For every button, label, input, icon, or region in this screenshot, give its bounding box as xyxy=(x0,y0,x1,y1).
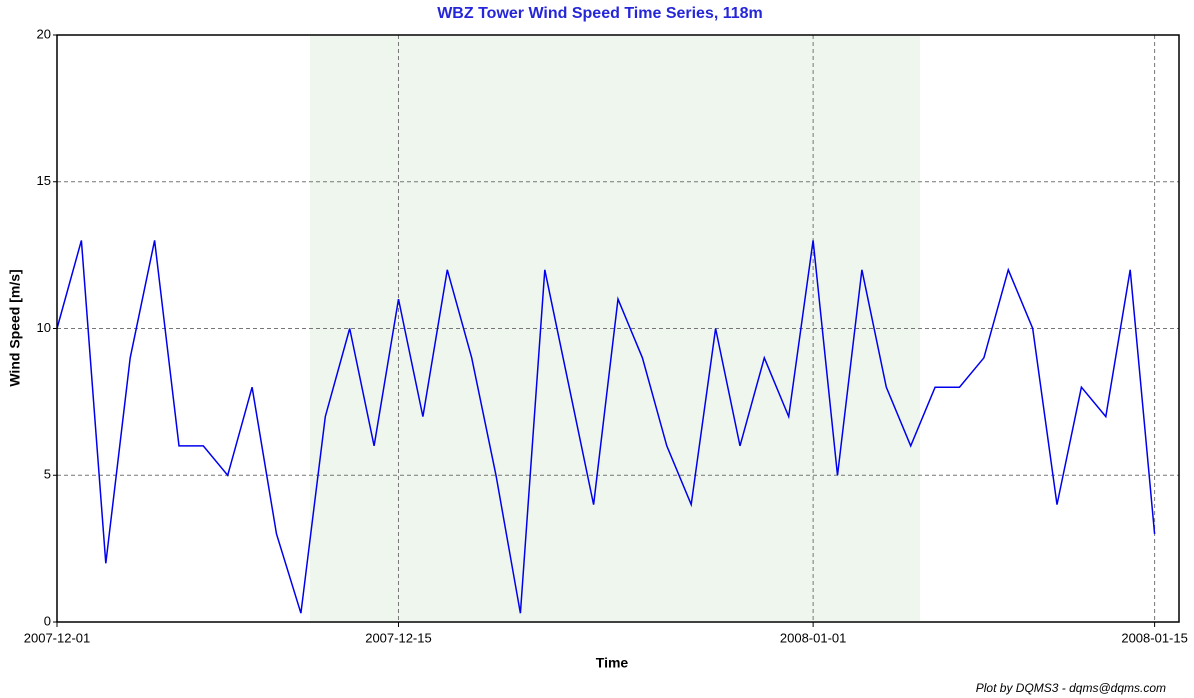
y-tick-label: 0 xyxy=(44,613,51,628)
x-tick-label: 2007-12-15 xyxy=(365,630,432,645)
plot-frame xyxy=(56,34,1180,623)
x-tick-label: 2007-12-01 xyxy=(24,630,91,645)
y-tick-label: 15 xyxy=(37,173,51,188)
annotation: Plot by DQMS3 - dqms@dqms.com xyxy=(976,681,1166,695)
x-tick-label: 2008-01-01 xyxy=(780,630,847,645)
x-tick-label: 2008-01-15 xyxy=(1121,630,1188,645)
data-line xyxy=(56,240,1156,614)
y-tick-label: 10 xyxy=(37,320,51,335)
y-tick-label: 5 xyxy=(44,467,51,482)
y-tick-label: 20 xyxy=(37,26,51,41)
x-axis-title: Time xyxy=(596,655,629,671)
chart-title: WBZ Tower Wind Speed Time Series, 118m xyxy=(437,5,763,22)
y-axis-title: Wind Speed [m/s] xyxy=(7,269,23,386)
